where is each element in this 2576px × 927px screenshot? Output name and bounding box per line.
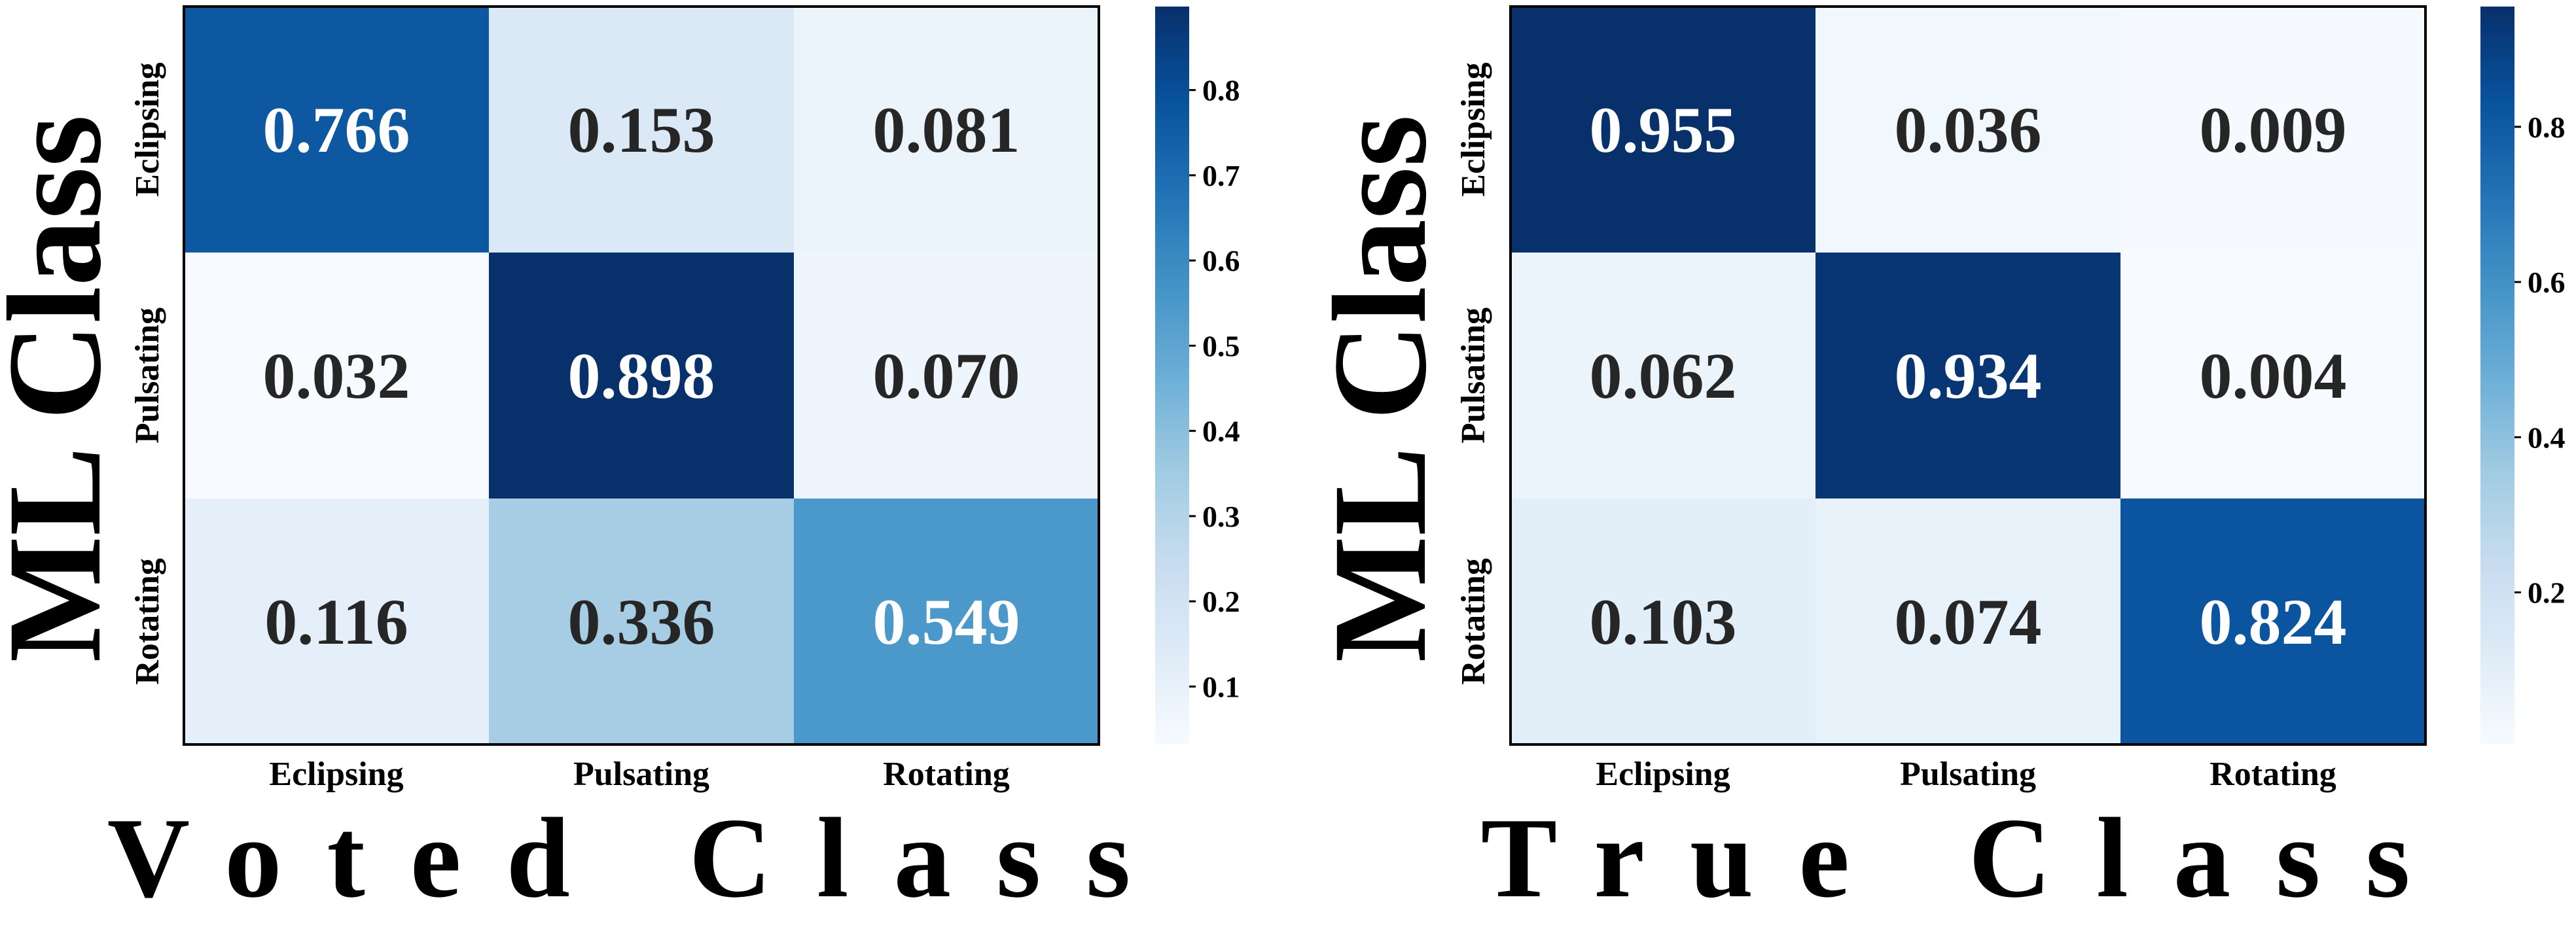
heatmap-cell <box>489 498 794 744</box>
cell-value-label: 0.081 <box>873 94 1020 166</box>
heatmap-cell <box>489 253 794 498</box>
colorbar-tick-label: 0.4 <box>1202 415 1240 448</box>
colorbar-tick-label: 0.8 <box>1202 74 1240 107</box>
colorbar-tick-label: 0.4 <box>2528 421 2566 454</box>
x-tick-label: Pulsating <box>1900 756 2036 793</box>
heatmap-cell <box>794 498 1099 744</box>
y-axis-label: ML Class <box>1306 114 1454 662</box>
confusion-matrix-1: 0.766 0.153 0.081 0.032 0.898 0.070 0.116 0.336… <box>0 5 1240 921</box>
y-tick-label: Rotating <box>1455 558 1492 685</box>
colorbar-tick-label: 0.3 <box>1202 500 1240 533</box>
cell-value-label: 0.336 <box>568 586 715 658</box>
colorbar-tick-label: 0.6 <box>2528 266 2566 299</box>
y-tick-label: Pulsating <box>1455 307 1492 444</box>
heatmap-cell <box>1511 253 1816 498</box>
heatmap-cell <box>2120 498 2425 744</box>
plot-frame <box>183 5 1100 746</box>
heatmap-cell <box>1816 7 2120 253</box>
heatmap-cell <box>794 253 1099 498</box>
cell-value-label: 0.074 <box>1895 586 2042 658</box>
colorbar-tick-label: 0.2 <box>2528 576 2566 610</box>
cell-value-label: 0.062 <box>1590 340 1737 412</box>
cell-value-label: 0.955 <box>1590 94 1737 166</box>
cell-value-label: 0.153 <box>568 94 715 166</box>
x-axis-label: Voted Class <box>107 794 1176 921</box>
x-tick-label: Eclipsing <box>1596 756 1730 793</box>
confusion-matrix-2: 0.955 0.036 0.009 0.062 0.934 0.004 0.103 0.074… <box>1306 5 2566 921</box>
heatmap-cell <box>1816 253 2120 498</box>
cell-value-label: 0.824 <box>2200 586 2347 658</box>
y-tick-label: Rotating <box>129 558 166 685</box>
colorbar-tick-label: 0.2 <box>1202 585 1240 618</box>
colorbar-tick-label: 0.8 <box>2528 111 2566 144</box>
heatmap-cell <box>2120 7 2425 253</box>
heatmap-cell <box>184 253 489 498</box>
y-axis-label: ML Class <box>0 114 129 662</box>
heatmap-cell <box>489 7 794 253</box>
heatmap-cell <box>2120 253 2425 498</box>
plot-frame <box>1509 5 2427 746</box>
cell-value-label: 0.898 <box>568 340 715 412</box>
cell-value-label: 0.070 <box>873 340 1020 412</box>
cell-value-label: 0.766 <box>263 94 410 166</box>
y-tick-label: Pulsating <box>129 307 166 444</box>
colorbar-tick-label: 0.7 <box>1202 159 1240 192</box>
cell-value-label: 0.934 <box>1895 340 2042 412</box>
colorbar-tick-label: 0.6 <box>1202 244 1240 277</box>
x-tick-label: Rotating <box>883 756 1010 793</box>
cell-value-label: 0.549 <box>873 586 1020 658</box>
heatmap-cell <box>1511 7 1816 253</box>
y-tick-label: Eclipsing <box>1455 62 1492 196</box>
heatmap-cell <box>794 7 1099 253</box>
cell-value-label: 0.036 <box>1895 94 2042 166</box>
heatmap-cell <box>184 7 489 253</box>
x-tick-label: Pulsating <box>573 756 709 793</box>
colorbar-gradient <box>2480 7 2514 744</box>
cell-value-label: 0.004 <box>2200 340 2347 412</box>
colorbar-2: 0.2 0.4 0.6 0.8 <box>2480 7 2566 744</box>
cell-value-label: 0.009 <box>2200 94 2347 166</box>
cell-value-label: 0.103 <box>1590 586 1737 658</box>
x-tick-label: Rotating <box>2209 756 2336 793</box>
cell-value-label: 0.032 <box>263 340 410 412</box>
y-tick-label: Eclipsing <box>129 62 166 196</box>
colorbar-tick-label: 0.1 <box>1202 670 1240 703</box>
colorbar-1: 0.1 0.2 0.3 0.4 0.5 0.6 0.7 0.8 <box>1155 7 1240 744</box>
colorbar-tick-label: 0.5 <box>1202 329 1240 362</box>
x-tick-label: Eclipsing <box>269 756 403 793</box>
heatmap-cell <box>184 498 489 744</box>
colorbar-gradient <box>1155 7 1189 744</box>
cell-value-label: 0.116 <box>264 586 408 658</box>
heatmap-cell <box>1816 498 2120 744</box>
heatmap-cell <box>1511 498 1816 744</box>
x-axis-label: True Class <box>1481 794 2456 921</box>
